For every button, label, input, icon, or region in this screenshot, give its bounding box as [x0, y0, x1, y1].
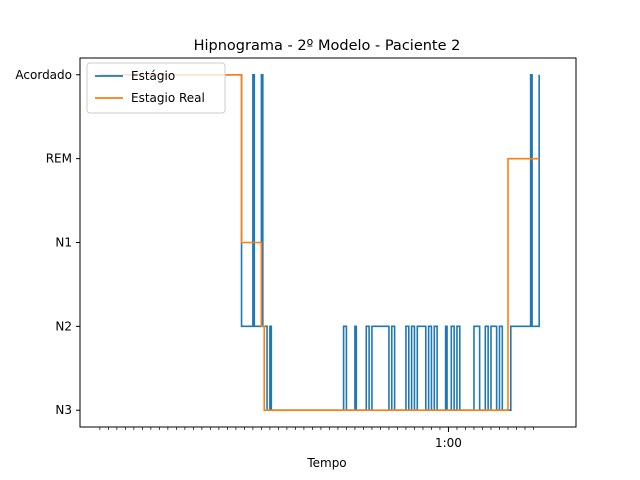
y-tick-label: N2: [55, 319, 72, 333]
y-tick-label: Acordado: [15, 68, 72, 82]
plot-area: N3 N2 N1 REM Acordado 1:00: [15, 57, 577, 450]
x-tick-label: 1:00: [435, 436, 462, 450]
legend: Estágio Estagio Real: [86, 62, 226, 114]
y-tick-label: REM: [46, 152, 72, 166]
legend-label-estagio-real: Estagio Real: [131, 91, 205, 105]
y-tick-label: N3: [55, 403, 72, 417]
chart-title: Hipnograma - 2º Modelo - Paciente 2: [194, 38, 461, 54]
series-line-estagio-real: [99, 73, 540, 412]
y-tick-label: N1: [55, 236, 72, 250]
axes-frame: [79, 57, 577, 428]
legend-label-estagio: Estágio: [131, 69, 175, 83]
x-axis-label: Tempo: [306, 456, 346, 470]
